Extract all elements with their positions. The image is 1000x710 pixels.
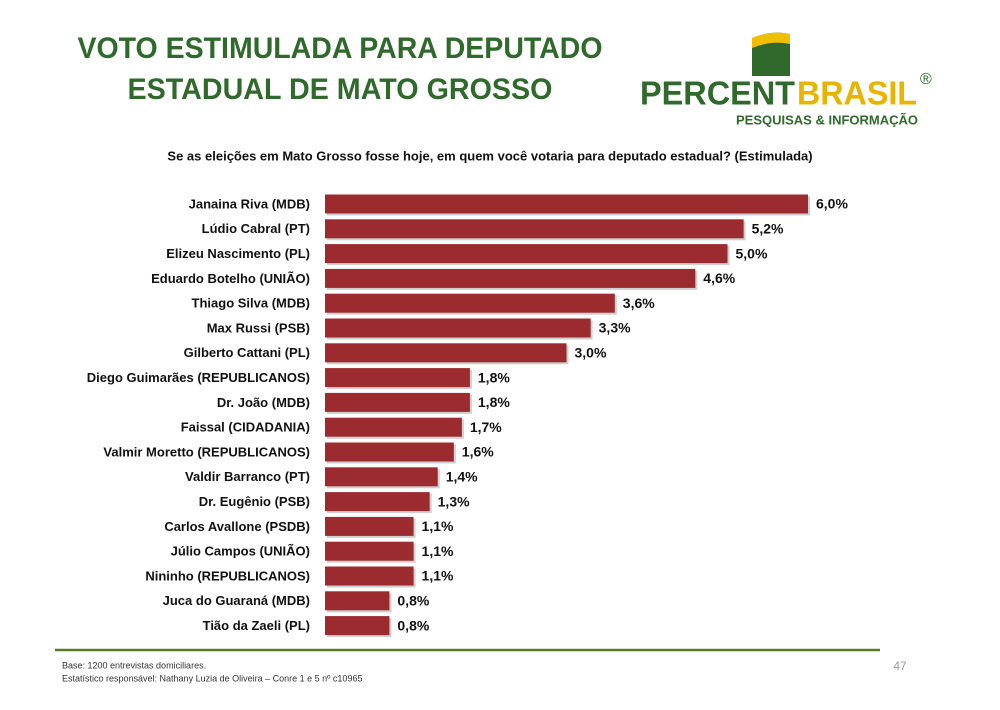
value-label: 1,8% [478, 369, 510, 385]
bar [325, 368, 470, 388]
bar [325, 467, 438, 487]
category-label: Max Russi (PSB) [207, 320, 310, 335]
category-label: Lúdio Cabral (PT) [202, 221, 310, 236]
value-label: 1,1% [422, 518, 454, 534]
bar [325, 392, 470, 412]
value-label: 3,3% [599, 320, 631, 336]
value-label: 0,8% [397, 593, 429, 609]
bar [325, 417, 462, 437]
category-label: Carlos Avallone (PSDB) [164, 519, 310, 534]
bar [325, 492, 430, 512]
category-label: Juca do Guaraná (MDB) [163, 593, 310, 608]
category-label: Faissal (CIDADANIA) [181, 420, 310, 435]
value-label: 1,3% [438, 493, 470, 509]
bar [325, 219, 744, 239]
value-label: 1,1% [422, 568, 454, 584]
logo-mark: ® [920, 71, 932, 88]
value-label: 5,2% [752, 221, 784, 237]
bar [325, 591, 390, 611]
value-label: 4,6% [703, 270, 735, 286]
category-label: Thiago Silva (MDB) [192, 296, 310, 311]
logo-tagline: PESQUISAS & INFORMAÇÃO [736, 112, 918, 127]
category-label: Júlio Campos (UNIÃO) [171, 544, 310, 559]
value-label: 0,8% [397, 617, 429, 633]
category-label: Dr. Eugênio (PSB) [199, 494, 310, 509]
bar [325, 244, 728, 264]
bar [325, 293, 615, 313]
bar [325, 541, 414, 561]
title-line: VOTO ESTIMULADA PARA DEPUTADO [78, 32, 603, 65]
value-label: 1,4% [446, 469, 478, 485]
logo-text: BRASIL [797, 75, 917, 112]
bar [325, 194, 808, 214]
category-label: Nininho (REPUBLICANOS) [145, 568, 310, 583]
footer-note: Estatístico responsável: Nathany Luzia d… [62, 673, 362, 683]
category-label: Janaina Riva (MDB) [189, 196, 310, 211]
value-label: 3,6% [623, 295, 655, 311]
value-label: 3,0% [575, 345, 607, 361]
bar [325, 516, 414, 536]
category-label: Diego Guimarães (REPUBLICANOS) [87, 370, 310, 385]
value-label: 1,7% [470, 419, 502, 435]
category-label: Valmir Moretto (REPUBLICANOS) [103, 444, 310, 459]
logo: PERCENT BRASIL ® PESQUISAS & INFORMAÇÃO [640, 32, 932, 127]
bar [325, 343, 567, 363]
bar [325, 268, 696, 288]
page-number: 47 [893, 659, 907, 673]
bar [325, 616, 390, 636]
category-label: Gilberto Cattani (PL) [184, 345, 310, 360]
footer-note: Base: 1200 entrevistas domiciliares. [62, 660, 206, 670]
chart-title: Se as eleições em Mato Grosso fosse hoje… [167, 148, 812, 163]
logo-flag-stripe [752, 32, 790, 48]
value-label: 1,6% [462, 444, 494, 460]
value-label: 1,1% [422, 543, 454, 559]
category-label: Dr. João (MDB) [217, 395, 310, 410]
value-label: 5,0% [736, 245, 768, 261]
category-label: Elizeu Nascimento (PL) [166, 246, 310, 261]
plot: Janaina Riva (MDB) 6,0% Lúdio Cabral (PT) 5… [87, 194, 848, 638]
title-line: ESTADUAL DE MATO GROSSO [128, 73, 553, 106]
logo-text: PERCENT [640, 75, 795, 112]
bar [325, 566, 414, 586]
category-label: Valdir Barranco (PT) [185, 469, 310, 484]
bar [325, 318, 591, 338]
value-label: 1,8% [478, 394, 510, 410]
value-label: 6,0% [816, 196, 848, 212]
category-label: Eduardo Botelho (UNIÃO) [151, 271, 310, 286]
category-label: Tião da Zaeli (PL) [203, 618, 310, 633]
bar [325, 442, 454, 462]
